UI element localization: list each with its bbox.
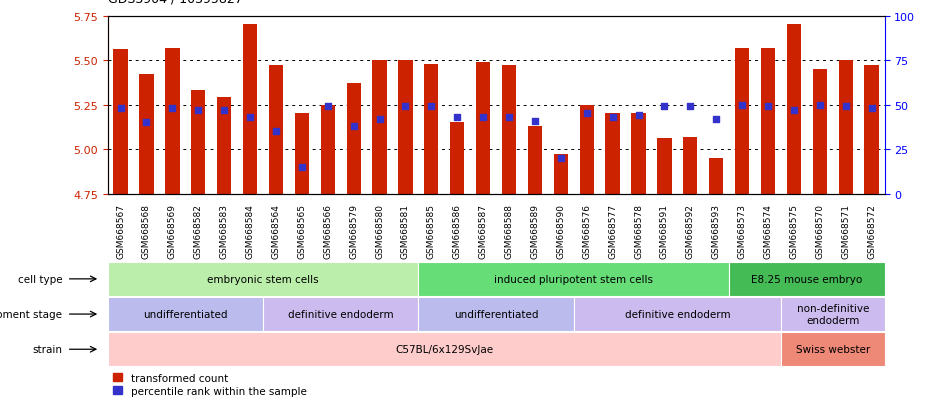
Point <box>113 106 128 112</box>
Text: induced pluripotent stem cells: induced pluripotent stem cells <box>494 274 653 284</box>
Bar <box>191 91 205 194</box>
Point <box>761 104 776 110</box>
Point <box>812 102 827 109</box>
Point <box>683 104 698 110</box>
Bar <box>476 63 490 194</box>
Point <box>191 107 206 114</box>
Bar <box>606 114 620 194</box>
Text: strain: strain <box>33 344 63 354</box>
Text: undifferentiated: undifferentiated <box>143 309 227 319</box>
Legend: transformed count, percentile rank within the sample: transformed count, percentile rank withi… <box>113 373 306 396</box>
Text: definitive endoderm: definitive endoderm <box>288 309 393 319</box>
Point <box>320 104 335 110</box>
Text: non-definitive
endoderm: non-definitive endoderm <box>797 304 869 325</box>
Text: GDS3904 / 10395827: GDS3904 / 10395827 <box>108 0 242 6</box>
Bar <box>865 66 879 194</box>
Bar <box>295 114 309 194</box>
Point <box>165 106 180 112</box>
Point <box>839 104 854 110</box>
Point <box>502 114 517 121</box>
Point <box>450 114 465 121</box>
Bar <box>113 50 127 194</box>
Bar <box>787 25 801 194</box>
Point <box>373 116 388 123</box>
Point <box>217 107 232 114</box>
Bar <box>735 48 749 194</box>
Point <box>606 114 621 121</box>
Bar <box>346 84 360 194</box>
Bar <box>450 123 464 194</box>
Bar <box>761 48 775 194</box>
Bar <box>839 61 853 194</box>
Text: embryonic stem cells: embryonic stem cells <box>207 274 319 284</box>
Bar <box>554 155 568 194</box>
Point <box>242 114 257 121</box>
Point <box>346 123 361 130</box>
Bar <box>424 64 438 194</box>
Bar <box>632 114 646 194</box>
Bar <box>683 137 697 194</box>
Bar <box>373 61 387 194</box>
Bar <box>263 297 418 331</box>
Text: E8.25 mouse embryo: E8.25 mouse embryo <box>752 274 862 284</box>
Bar <box>528 127 542 194</box>
Bar <box>321 105 335 194</box>
Bar <box>166 48 180 194</box>
Bar <box>574 297 781 331</box>
Bar <box>399 61 413 194</box>
Point <box>786 107 801 114</box>
Text: undifferentiated: undifferentiated <box>454 309 538 319</box>
Point <box>657 104 672 110</box>
Text: development stage: development stage <box>0 309 63 319</box>
Bar <box>418 297 574 331</box>
Text: definitive endoderm: definitive endoderm <box>624 309 730 319</box>
Point <box>579 111 594 117</box>
Bar <box>108 297 263 331</box>
Point <box>864 106 879 112</box>
Point <box>709 116 724 123</box>
Bar <box>812 70 826 194</box>
Point <box>631 113 646 119</box>
Bar <box>243 25 257 194</box>
Point <box>553 155 568 162</box>
Bar <box>781 297 885 331</box>
Bar <box>108 332 781 366</box>
Text: cell type: cell type <box>18 274 63 284</box>
Point <box>424 104 439 110</box>
Point <box>295 164 310 171</box>
Bar <box>657 139 671 194</box>
Point <box>735 102 750 109</box>
Point <box>475 114 490 121</box>
Bar <box>139 75 154 194</box>
Bar <box>217 98 231 194</box>
Text: C57BL/6x129SvJae: C57BL/6x129SvJae <box>395 344 493 354</box>
Bar <box>709 159 724 194</box>
Bar <box>418 262 729 296</box>
Point <box>528 118 543 125</box>
Text: Swiss webster: Swiss webster <box>796 344 870 354</box>
Bar <box>502 66 516 194</box>
Bar <box>269 66 283 194</box>
Point <box>269 129 284 135</box>
Bar <box>781 332 885 366</box>
Point <box>398 104 413 110</box>
Bar <box>579 105 593 194</box>
Bar <box>729 262 885 296</box>
Point <box>139 120 154 126</box>
Bar <box>108 262 418 296</box>
